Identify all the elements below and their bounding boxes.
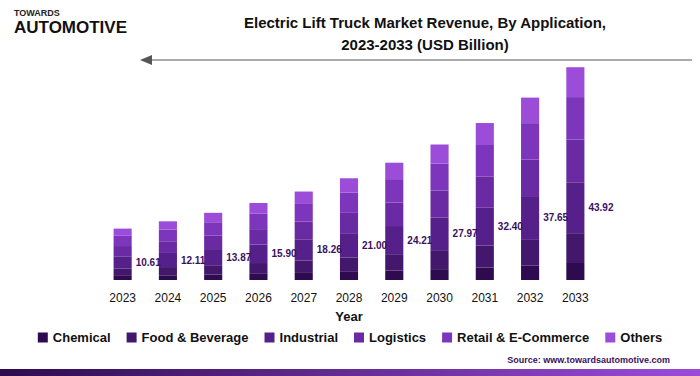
svg-text:2033: 2033 [562,291,589,305]
svg-text:24.21: 24.21 [407,235,432,246]
svg-text:Retail & E-Commerce: Retail & E-Commerce [457,330,589,345]
svg-text:2024: 2024 [155,291,182,305]
svg-text:27.97: 27.97 [453,228,478,239]
svg-text:13.87: 13.87 [226,252,251,263]
svg-text:2029: 2029 [381,291,408,305]
svg-text:Others: Others [620,330,662,345]
svg-text:Chemical: Chemical [53,330,111,345]
svg-text:12.11: 12.11 [181,255,206,266]
svg-text:37.65: 37.65 [543,212,568,223]
svg-text:2031: 2031 [471,291,498,305]
svg-text:2028: 2028 [336,291,363,305]
svg-text:32.40: 32.40 [498,221,523,232]
svg-text:10.61: 10.61 [136,257,161,268]
svg-text:2032: 2032 [517,291,544,305]
svg-text:43.92: 43.92 [588,202,613,213]
svg-text:2027: 2027 [290,291,317,305]
svg-text:18.26: 18.26 [317,244,342,255]
svg-text:Industrial: Industrial [280,330,339,345]
svg-text:Year: Year [335,309,362,324]
svg-text:2026: 2026 [245,291,272,305]
svg-text:2023: 2023 [109,291,136,305]
svg-text:TOWARDS: TOWARDS [14,8,60,18]
svg-text:2030: 2030 [426,291,453,305]
svg-text:Food & Beverage: Food & Beverage [142,330,249,345]
svg-text:AUTOMOTIVE: AUTOMOTIVE [14,18,127,37]
svg-text:21.00: 21.00 [362,240,387,251]
svg-text:2025: 2025 [200,291,227,305]
svg-text:2023-2033 (USD Billion): 2023-2033 (USD Billion) [341,36,509,53]
svg-text:15.90: 15.90 [272,248,297,259]
svg-text:Source: www.towardsautomotive.: Source: www.towardsautomotive.com [507,355,670,365]
svg-text:Logistics: Logistics [369,330,426,345]
svg-text:Electric Lift Truck Market Rev: Electric Lift Truck Market Revenue, By A… [244,14,606,31]
